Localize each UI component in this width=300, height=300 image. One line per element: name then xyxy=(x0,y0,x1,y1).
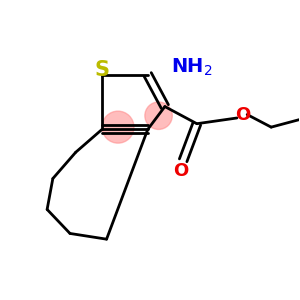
Circle shape xyxy=(102,111,134,143)
Text: O: O xyxy=(235,106,250,124)
Text: S: S xyxy=(94,60,110,80)
Circle shape xyxy=(145,102,172,129)
Text: O: O xyxy=(173,162,188,180)
Text: NH$_2$: NH$_2$ xyxy=(171,57,212,78)
